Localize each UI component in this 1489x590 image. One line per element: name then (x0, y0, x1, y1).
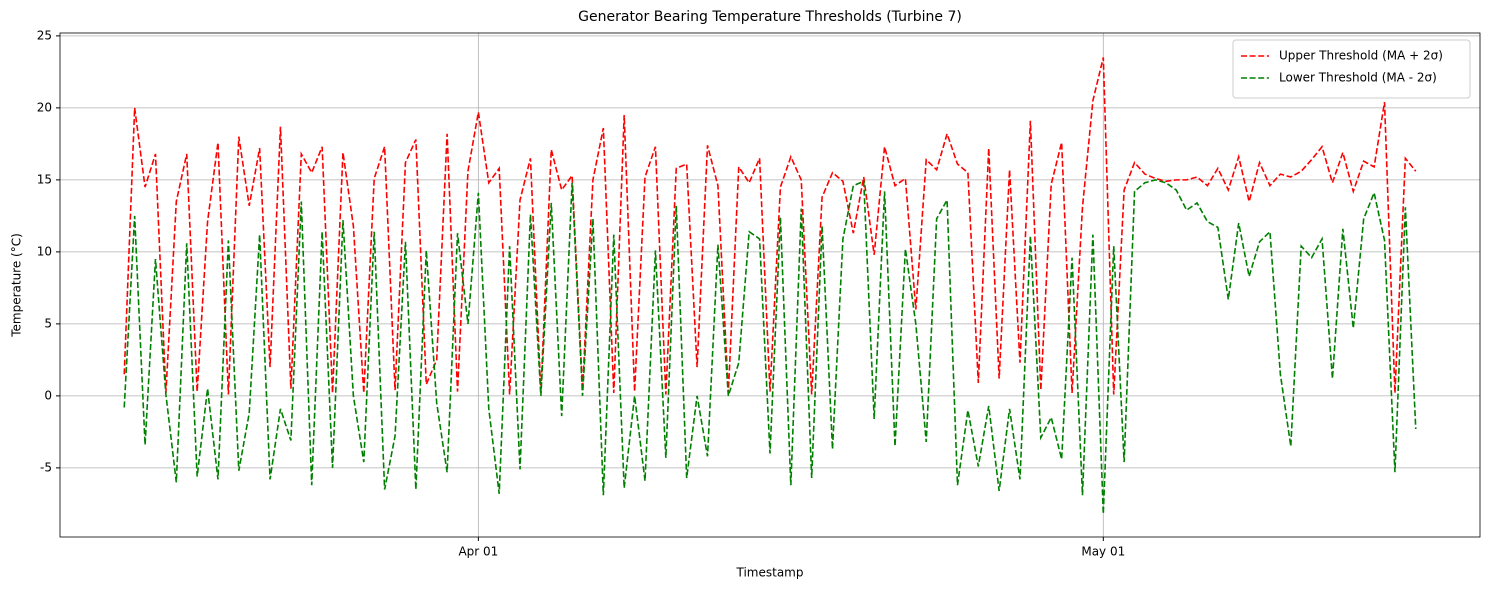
x-axis-label: Timestamp (736, 566, 804, 580)
x-tick-label: May 01 (1081, 545, 1125, 559)
y-tick-label: 15 (37, 172, 52, 186)
series-line (123, 179, 1417, 514)
y-tick-label: 20 (37, 100, 52, 114)
x-tick-label: Apr 01 (458, 545, 498, 559)
y-tick-label: 25 (37, 28, 52, 42)
y-tick-label: -5 (40, 460, 52, 474)
legend-box (1232, 39, 1471, 99)
plot-frame (59, 32, 1481, 538)
y-tick-label: 10 (37, 244, 52, 258)
legend: Upper Threshold (MA + 2σ) Lower Threshold… (1232, 39, 1471, 99)
legend-label: Upper Threshold (MA + 2σ) (1279, 49, 1443, 63)
chart-title: Generator Bearing Temperature Thresholds… (578, 9, 962, 25)
y-tick-label: 5 (44, 316, 52, 330)
legend-label: Lower Threshold (MA - 2σ) (1279, 71, 1437, 85)
y-axis-label: Temperature (°C) (10, 233, 24, 338)
series-line (123, 57, 1417, 395)
y-tick-label: 0 (44, 388, 52, 402)
